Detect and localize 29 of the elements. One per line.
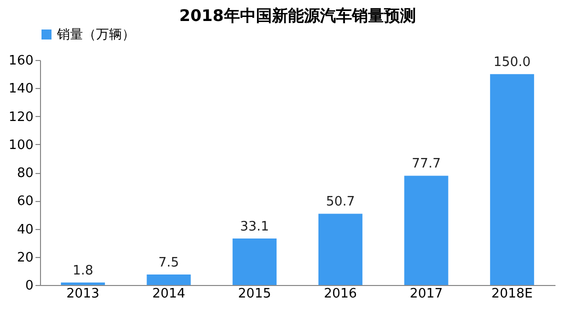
bar bbox=[318, 214, 362, 285]
x-tick-label: 2017 bbox=[410, 286, 443, 302]
x-tick-label: 2014 bbox=[152, 286, 186, 302]
x-tick-label: 2016 bbox=[324, 286, 357, 302]
bar bbox=[146, 274, 191, 285]
text: 7.5 bbox=[158, 255, 180, 270]
y-tick-label: 140 bbox=[8, 82, 34, 97]
x-tick-label: 2015 bbox=[238, 286, 272, 302]
x-tick-label: 2013 bbox=[66, 286, 100, 302]
y-tick-label: 100 bbox=[8, 138, 34, 153]
y-tick-label: 80 bbox=[16, 166, 34, 181]
text: 150.0 bbox=[493, 55, 531, 70]
text: 1.8 bbox=[72, 263, 94, 278]
y-tick-label: 20 bbox=[16, 250, 34, 266]
chart-title: 2018年中国新能源汽车销量预测 bbox=[179, 6, 416, 25]
text: 77.7 bbox=[412, 156, 441, 172]
legend-label: 销量（万辆） bbox=[56, 28, 135, 42]
y-tick-label: 60 bbox=[16, 194, 34, 210]
y-tick-label: 160 bbox=[8, 54, 34, 68]
y-tick-label: 120 bbox=[8, 110, 34, 125]
bar bbox=[490, 74, 534, 285]
y-tick-label: 40 bbox=[16, 222, 34, 238]
x-tick-label: 2018E bbox=[491, 286, 533, 302]
bar bbox=[60, 282, 105, 285]
bar bbox=[404, 176, 448, 285]
text: 50.7 bbox=[326, 194, 355, 210]
text: 33.1 bbox=[240, 219, 270, 234]
y-tick-label: 0 bbox=[25, 278, 34, 294]
bar bbox=[232, 238, 277, 285]
